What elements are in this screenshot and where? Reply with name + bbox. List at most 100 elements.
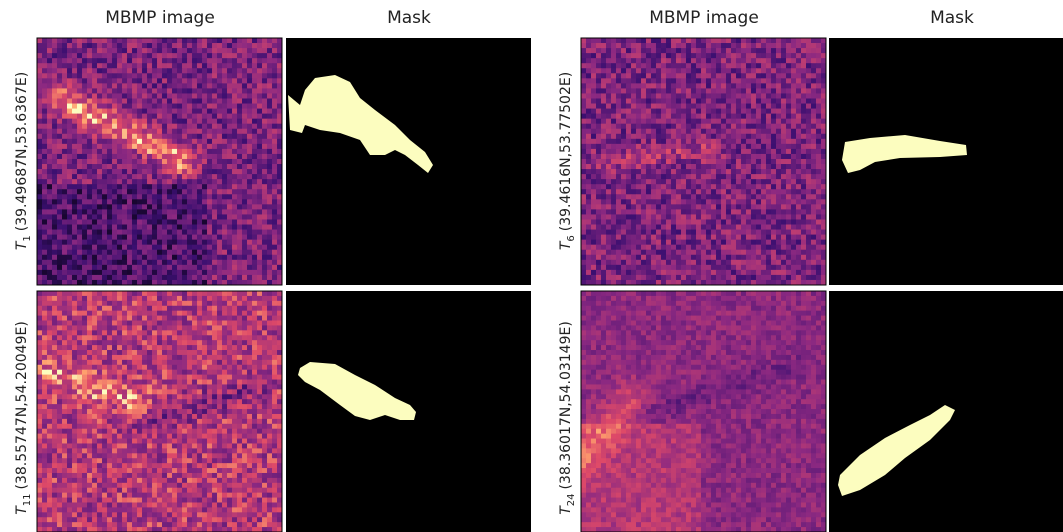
pixel bbox=[761, 53, 766, 58]
pixel bbox=[691, 98, 696, 103]
pixel bbox=[247, 174, 252, 179]
pixel bbox=[606, 154, 611, 159]
pixel bbox=[122, 245, 127, 250]
pixel bbox=[257, 235, 262, 240]
pixel bbox=[152, 109, 157, 114]
pixel bbox=[252, 98, 257, 103]
pixel bbox=[731, 225, 736, 230]
pixel bbox=[581, 204, 586, 209]
pixel bbox=[212, 164, 217, 169]
pixel bbox=[641, 144, 646, 149]
pixel bbox=[37, 58, 42, 63]
pixel bbox=[636, 270, 641, 275]
pixel bbox=[192, 53, 197, 58]
pixel bbox=[42, 78, 47, 83]
pixel bbox=[262, 114, 267, 119]
pixel bbox=[227, 194, 232, 199]
pixel bbox=[202, 235, 207, 240]
pixel bbox=[591, 124, 596, 129]
pixel bbox=[97, 189, 102, 194]
pixel bbox=[112, 134, 117, 139]
pixel bbox=[631, 250, 636, 255]
pixel bbox=[197, 83, 202, 88]
pixel bbox=[636, 114, 641, 119]
pixel bbox=[711, 73, 716, 78]
pixel bbox=[616, 184, 621, 189]
pixel bbox=[751, 235, 756, 240]
pixel bbox=[222, 129, 227, 134]
pixel bbox=[222, 119, 227, 124]
pixel bbox=[52, 270, 57, 275]
pixel bbox=[272, 98, 277, 103]
pixel bbox=[202, 301, 207, 306]
pixel bbox=[746, 265, 751, 270]
pixel bbox=[42, 250, 47, 255]
pixel bbox=[242, 184, 247, 189]
pixel bbox=[122, 104, 127, 109]
pixel bbox=[167, 245, 172, 250]
pixel bbox=[776, 209, 781, 214]
pixel bbox=[107, 179, 112, 184]
pixel bbox=[47, 164, 52, 169]
pixel bbox=[117, 214, 122, 219]
pixel bbox=[257, 245, 262, 250]
pixel bbox=[786, 104, 791, 109]
pixel bbox=[746, 98, 751, 103]
pixel bbox=[796, 204, 801, 209]
pixel bbox=[142, 124, 147, 129]
pixel bbox=[187, 204, 192, 209]
pixel bbox=[247, 275, 252, 280]
pixel bbox=[816, 114, 821, 119]
pixel bbox=[87, 73, 92, 78]
pixel bbox=[691, 225, 696, 230]
pixel bbox=[147, 78, 152, 83]
pixel bbox=[746, 159, 751, 164]
pixel bbox=[701, 124, 706, 129]
pixel bbox=[242, 144, 247, 149]
pixel bbox=[127, 194, 132, 199]
pixel bbox=[207, 255, 212, 260]
pixel bbox=[157, 58, 162, 63]
pixel bbox=[816, 265, 821, 270]
pixel bbox=[82, 43, 87, 48]
pixel bbox=[656, 104, 661, 109]
pixel bbox=[92, 164, 97, 169]
pixel bbox=[267, 119, 272, 124]
pixel bbox=[62, 53, 67, 58]
pixel bbox=[222, 235, 227, 240]
pixel bbox=[731, 204, 736, 209]
pixel bbox=[142, 301, 147, 306]
pixel bbox=[62, 235, 67, 240]
pixel bbox=[646, 144, 651, 149]
pixel bbox=[222, 230, 227, 235]
pixel bbox=[77, 129, 82, 134]
pixel bbox=[606, 250, 611, 255]
pixel bbox=[591, 199, 596, 204]
pixel bbox=[207, 245, 212, 250]
pixel bbox=[726, 250, 731, 255]
pixel bbox=[641, 83, 646, 88]
pixel bbox=[232, 270, 237, 275]
pixel bbox=[681, 48, 686, 53]
pixel bbox=[651, 214, 656, 219]
pixel bbox=[192, 301, 197, 306]
pixel bbox=[207, 104, 212, 109]
pixel bbox=[137, 209, 142, 214]
pixel bbox=[107, 275, 112, 280]
pixel bbox=[801, 260, 806, 265]
pixel bbox=[586, 194, 591, 199]
pixel bbox=[107, 250, 112, 255]
pixel bbox=[601, 164, 606, 169]
pixel bbox=[601, 78, 606, 83]
pixel bbox=[746, 204, 751, 209]
pixel bbox=[601, 199, 606, 204]
pixel bbox=[711, 255, 716, 260]
pixel bbox=[776, 250, 781, 255]
pixel bbox=[586, 48, 591, 53]
pixel bbox=[616, 73, 621, 78]
pixel bbox=[686, 109, 691, 114]
pixel bbox=[122, 270, 127, 275]
pixel bbox=[686, 38, 691, 43]
pixel bbox=[197, 93, 202, 98]
pixel bbox=[621, 245, 626, 250]
